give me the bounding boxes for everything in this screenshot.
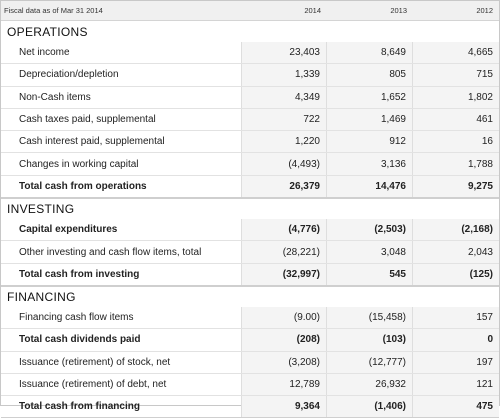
table-header: Fiscal data as of Mar 31 2014 2014 2013 … bbox=[1, 1, 499, 21]
row-value: 23,403 bbox=[241, 42, 327, 64]
table-row: Financing cash flow items (9.00) (15,458) 1… bbox=[1, 306, 499, 330]
row-label: Total cash from operations bbox=[19, 180, 147, 192]
row-value: 3,136 bbox=[327, 153, 413, 175]
row-value: 1,339 bbox=[241, 64, 327, 86]
row-label: Total cash dividends paid bbox=[19, 334, 141, 346]
fiscal-date-label: Fiscal data as of Mar 31 2014 bbox=[4, 6, 103, 15]
table-row: Capital expenditures (4,776) (2,503) (2,168… bbox=[1, 219, 499, 242]
row-value: (28,221) bbox=[241, 241, 327, 263]
table-row: Total cash from operations 26,379 14,476 9,… bbox=[1, 175, 499, 199]
row-value: 912 bbox=[327, 131, 413, 153]
row-value: (3,208) bbox=[241, 351, 327, 373]
row-label: Total cash from investing bbox=[19, 268, 140, 280]
year-header-2012: 2012 bbox=[413, 6, 499, 15]
row-value: 4,665 bbox=[413, 42, 499, 64]
row-value: 1,469 bbox=[327, 108, 413, 131]
section-title-investing: INVESTING bbox=[1, 198, 499, 219]
year-header-2014: 2014 bbox=[241, 6, 327, 15]
row-label: Capital expenditures bbox=[19, 224, 118, 236]
table-row: Total cash dividends paid (208) (103) 0 bbox=[1, 329, 499, 352]
table-row: Changes in working capital (4,493) 3,136 1,… bbox=[1, 153, 499, 176]
row-value: (208) bbox=[241, 329, 327, 351]
row-value: 1,652 bbox=[327, 86, 413, 108]
row-label: Total cash from financing bbox=[19, 401, 140, 413]
row-value: 475 bbox=[413, 396, 499, 418]
row-value: (9.00) bbox=[241, 306, 327, 329]
row-value: (2,503) bbox=[327, 219, 413, 241]
row-value: 26,932 bbox=[327, 373, 413, 396]
year-header-2013: 2013 bbox=[327, 6, 413, 15]
row-value: (12,777) bbox=[327, 351, 413, 373]
row-value: 157 bbox=[413, 306, 499, 329]
row-label: Net income bbox=[19, 47, 70, 59]
row-value: 1,220 bbox=[241, 131, 327, 153]
row-value: (125) bbox=[413, 263, 499, 285]
row-value: 26,379 bbox=[241, 175, 327, 198]
section-title-financing: FINANCING bbox=[1, 285, 499, 307]
table-row: Issuance (retirement) of debt, net 12,789… bbox=[1, 373, 499, 397]
table-row: Net income 23,403 8,649 4,665 bbox=[1, 42, 499, 65]
row-value: 722 bbox=[241, 108, 327, 131]
table-row: Issuance (retirement) of stock, net (3,20… bbox=[1, 351, 499, 374]
row-label: Issuance (retirement) of debt, net bbox=[19, 379, 167, 390]
table-row: Cash interest paid, supplemental 1,220 912… bbox=[1, 131, 499, 154]
row-value: (32,997) bbox=[241, 263, 327, 285]
table-row: Total cash from investing (32,997) 545 (125… bbox=[1, 263, 499, 286]
row-value: 3,048 bbox=[327, 241, 413, 263]
row-value: 2,043 bbox=[413, 241, 499, 263]
row-label: Non-Cash items bbox=[19, 91, 91, 103]
row-label: Cash taxes paid, supplemental bbox=[19, 114, 156, 126]
row-value: 1,802 bbox=[413, 86, 499, 108]
row-value: (2,168) bbox=[413, 219, 499, 241]
row-value: (4,493) bbox=[241, 153, 327, 175]
table-row: Cash taxes paid, supplemental 722 1,469 461 bbox=[1, 108, 499, 132]
row-value: 545 bbox=[327, 263, 413, 285]
row-value: 9,364 bbox=[241, 396, 327, 418]
row-value: 121 bbox=[413, 373, 499, 396]
section-title-operations: OPERATIONS bbox=[7, 24, 88, 39]
row-label: Changes in working capital bbox=[19, 158, 139, 170]
row-label: Financing cash flow items bbox=[19, 312, 134, 324]
row-value: 197 bbox=[413, 351, 499, 373]
table-body: OPERATIONS Net income 23,403 8,649 4,665 Depr… bbox=[1, 21, 499, 418]
row-value: 4,349 bbox=[241, 86, 327, 108]
row-value: 12,789 bbox=[241, 373, 327, 396]
table-row: Depreciation/depletion 1,339 805 715 bbox=[1, 64, 499, 87]
row-label: Other investing and cash flow items, tot… bbox=[19, 246, 202, 258]
row-value: (4,776) bbox=[241, 219, 327, 241]
row-value: (1,406) bbox=[327, 396, 413, 418]
row-value: 14,476 bbox=[327, 175, 413, 198]
row-value: 9,275 bbox=[413, 175, 499, 198]
row-value: (15,458) bbox=[327, 306, 413, 329]
row-label: Issuance (retirement) of stock, net bbox=[19, 356, 171, 368]
row-value: 0 bbox=[413, 329, 499, 351]
row-value: 715 bbox=[413, 64, 499, 86]
row-value: 461 bbox=[413, 108, 499, 131]
table-row: Other investing and cash flow items, tot… bbox=[1, 241, 499, 264]
row-value: 8,649 bbox=[327, 42, 413, 64]
row-label: Depreciation/depletion bbox=[19, 69, 119, 81]
row-value: 805 bbox=[327, 64, 413, 86]
table-row: Non-Cash items 4,349 1,652 1,802 bbox=[1, 86, 499, 109]
row-value: (103) bbox=[327, 329, 413, 351]
row-value: 1,788 bbox=[413, 153, 499, 175]
row-label: Cash interest paid, supplemental bbox=[19, 136, 165, 148]
table-row: Total cash from financing 9,364 (1,406) 475 bbox=[1, 396, 499, 418]
row-value: 16 bbox=[413, 131, 499, 153]
